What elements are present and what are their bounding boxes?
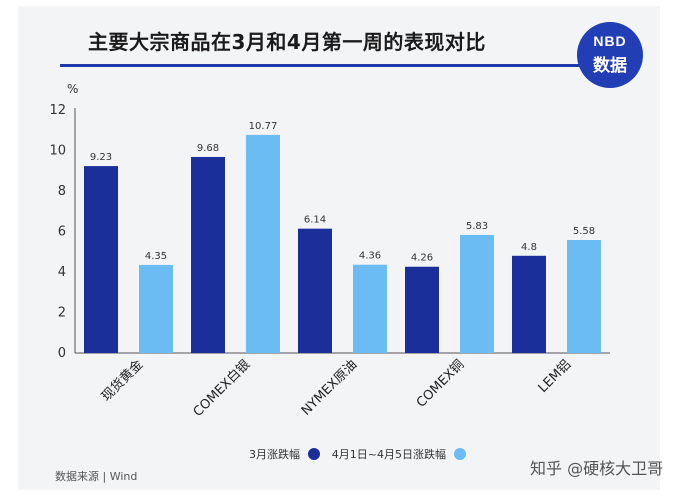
chart-card <box>18 6 660 490</box>
y-axis-unit: % <box>67 82 78 96</box>
data-label-s1-c3: 6.14 <box>304 215 326 226</box>
bar-s1-c4 <box>405 266 439 353</box>
legend-label-1: 3月涨跌幅 <box>249 447 300 461</box>
logo-line1: NBD <box>593 33 627 49</box>
bar-s2-c3 <box>353 264 387 353</box>
bar-s1-c3 <box>298 228 332 353</box>
data-label-s1-c2: 9.68 <box>197 143 219 154</box>
y-tick-label-3: 6 <box>58 225 66 240</box>
data-label-s2-c4: 5.83 <box>466 221 488 232</box>
x-tick-label-3: NYMEX原油 <box>299 357 361 419</box>
bar-s1-c2 <box>191 156 225 353</box>
bar-s1-c5 <box>512 255 546 353</box>
data-label-s1-c5: 4.8 <box>521 242 537 253</box>
data-label-s2-c5: 5.58 <box>573 226 595 237</box>
title-underline <box>60 64 584 67</box>
y-tick-label-0: 0 <box>58 346 66 361</box>
y-tick-label-1: 2 <box>58 306 66 321</box>
legend-label-2: 4月1日~4月5日涨跌幅 <box>332 447 446 461</box>
bar-s1-c1 <box>84 166 118 353</box>
y-tick-label-6: 12 <box>49 103 66 118</box>
y-tick-label-2: 4 <box>58 265 66 280</box>
nbd-logo: NBD 数据 <box>577 22 643 88</box>
author-credit: 知乎 @硬核大卫哥 <box>530 459 664 478</box>
data-source: 数据来源 | Wind <box>55 470 138 483</box>
logo-line2: 数据 <box>593 56 627 76</box>
data-label-s2-c2: 10.77 <box>249 121 278 132</box>
y-tick-label-4: 8 <box>58 184 66 199</box>
x-tick-label-2: COMEX白银 <box>190 357 253 420</box>
bar-s2-c2 <box>246 134 280 353</box>
data-label-s2-c1: 4.35 <box>145 251 167 262</box>
data-label-s2-c3: 4.36 <box>359 251 381 262</box>
legend-swatch-1 <box>308 448 320 460</box>
data-label-s1-c4: 4.26 <box>411 253 433 264</box>
chart-title: 主要大宗商品在3月和4月第一周的表现对比 <box>88 30 486 54</box>
data-label-s1-c1: 9.23 <box>90 152 112 163</box>
bar-s2-c5 <box>567 240 601 353</box>
x-tick-label-5: LEM铝 <box>536 357 575 396</box>
x-tick-label-1: 现货黄金 <box>98 357 146 405</box>
x-tick-label-4: COMEX铜 <box>414 357 467 410</box>
y-tick-label-5: 10 <box>49 144 66 159</box>
bar-s2-c4 <box>460 234 494 353</box>
bar-s2-c1 <box>139 264 173 353</box>
legend-swatch-2 <box>454 448 466 460</box>
